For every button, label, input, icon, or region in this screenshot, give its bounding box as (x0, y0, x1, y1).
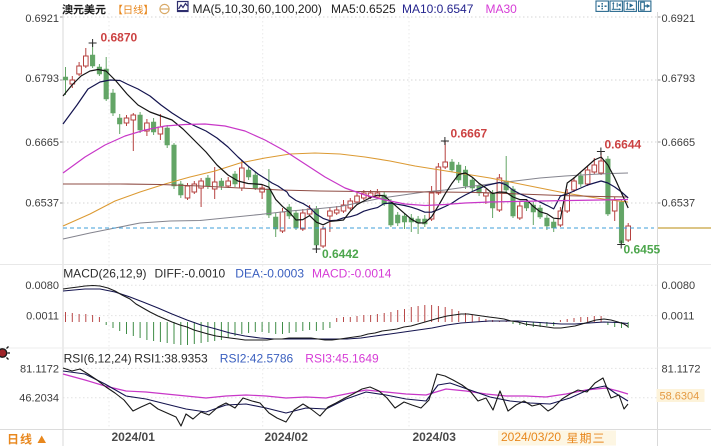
svg-text:0.6870: 0.6870 (101, 31, 138, 45)
svg-text:0.6644: 0.6644 (605, 138, 642, 152)
svg-text:0.6537: 0.6537 (662, 198, 696, 210)
svg-text:MA30: MA30 (486, 2, 518, 16)
svg-text:81.1172: 81.1172 (20, 363, 59, 375)
svg-text:0.6455: 0.6455 (624, 243, 661, 257)
svg-text:DEA:-0.0003: DEA:-0.0003 (235, 267, 304, 281)
svg-text:0.6665: 0.6665 (25, 137, 59, 149)
svg-text:81.1172: 81.1172 (662, 363, 701, 375)
svg-text:MA(5,10,30,60,100,200): MA(5,10,30,60,100,200) (193, 2, 322, 16)
svg-text:0.6921: 0.6921 (662, 13, 696, 25)
svg-text:RSI(6,12,24): RSI(6,12,24) (64, 352, 132, 366)
svg-text:2024/01: 2024/01 (112, 430, 156, 444)
svg-text:2024/02: 2024/02 (265, 430, 309, 444)
svg-text:MACD:-0.0014: MACD:-0.0014 (312, 267, 392, 281)
svg-text:0.0011: 0.0011 (26, 311, 59, 323)
svg-text:0.6537: 0.6537 (25, 198, 59, 210)
svg-text:0.6665: 0.6665 (662, 137, 696, 149)
svg-text:DIFF:-0.0010: DIFF:-0.0010 (155, 267, 226, 281)
svg-text:MACD(26,12,9): MACD(26,12,9) (63, 267, 146, 281)
svg-text:MA5:0.6525: MA5:0.6525 (331, 2, 396, 16)
svg-text:2024/03: 2024/03 (413, 430, 457, 444)
svg-text:0.6921: 0.6921 (25, 13, 59, 25)
svg-text:0.6793: 0.6793 (25, 73, 59, 85)
svg-text:RSI2:42.5786: RSI2:42.5786 (220, 352, 294, 366)
svg-text:0.6793: 0.6793 (662, 73, 696, 85)
svg-text:0.6667: 0.6667 (451, 127, 488, 141)
svg-text:0.6442: 0.6442 (322, 247, 359, 261)
svg-text:0.0011: 0.0011 (662, 311, 695, 323)
svg-text:58.6304: 58.6304 (660, 390, 700, 402)
svg-text:MA10:0.6547: MA10:0.6547 (402, 2, 474, 16)
svg-text:2024/03/20: 2024/03/20 (501, 430, 561, 444)
svg-text:0.0080: 0.0080 (662, 280, 696, 292)
svg-text:0.0080: 0.0080 (25, 280, 59, 292)
svg-text:RSI3:45.1649: RSI3:45.1649 (305, 352, 379, 366)
svg-text:46.2034: 46.2034 (19, 393, 59, 405)
svg-text:RSI1:38.9353: RSI1:38.9353 (134, 352, 208, 366)
